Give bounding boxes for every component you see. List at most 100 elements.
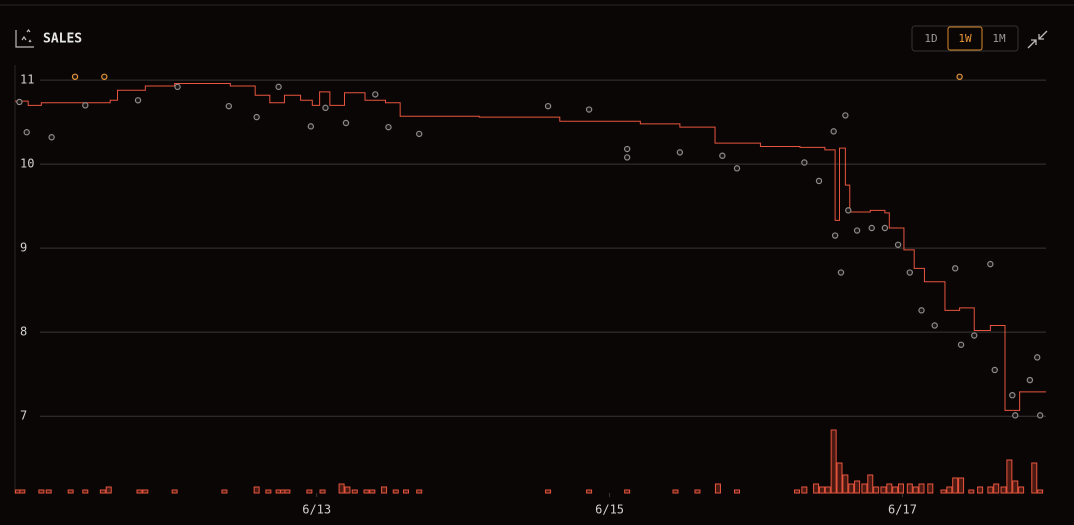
volume-bar bbox=[694, 489, 701, 494]
volume-bar bbox=[624, 489, 631, 494]
sale-point bbox=[853, 227, 861, 234]
volume-bar bbox=[403, 489, 410, 494]
volume-bar bbox=[1037, 489, 1044, 494]
volume-bar bbox=[824, 486, 831, 494]
volume-bar bbox=[45, 489, 52, 494]
sale-point bbox=[918, 307, 925, 314]
volume-bar bbox=[1031, 462, 1038, 494]
volume-bar bbox=[105, 486, 112, 494]
volume-bar bbox=[369, 489, 376, 494]
sale-point bbox=[23, 129, 30, 136]
sale-point bbox=[253, 113, 260, 121]
volume-bar bbox=[977, 486, 984, 494]
sale-point bbox=[1012, 412, 1019, 419]
sale-point bbox=[830, 128, 837, 135]
volume-bar bbox=[714, 483, 721, 494]
sale-point bbox=[906, 269, 914, 276]
volume-bar bbox=[38, 489, 45, 494]
volume-bar bbox=[801, 486, 808, 494]
sale-point bbox=[71, 73, 79, 80]
range-button-label: 1W bbox=[958, 32, 972, 45]
sale-point bbox=[415, 130, 423, 138]
range-button[interactable]: 1M bbox=[992, 32, 1006, 45]
volume-bar bbox=[952, 477, 959, 494]
sale-point bbox=[275, 83, 282, 91]
y-tick-label: 9 bbox=[20, 241, 27, 255]
volume-bar bbox=[142, 489, 149, 494]
sale-point bbox=[845, 207, 852, 214]
sale-point bbox=[1009, 391, 1016, 399]
volume-bar bbox=[586, 489, 593, 494]
sale-point bbox=[385, 123, 392, 131]
sale-point bbox=[82, 102, 89, 109]
plot: 7 8 9 10 11 6/13 6/15 6/17 bbox=[14, 73, 1046, 517]
volume-bar bbox=[416, 489, 423, 494]
volume-bar bbox=[136, 489, 143, 494]
sale-point bbox=[991, 366, 998, 374]
volume-bar bbox=[306, 489, 313, 494]
sale-point bbox=[1036, 412, 1044, 419]
y-tick-label: 11 bbox=[20, 73, 34, 87]
volume-bar bbox=[265, 489, 272, 494]
range-button-active bbox=[947, 26, 983, 51]
volume-bar bbox=[1018, 486, 1025, 494]
range-buttons: 1D 1W 1M bbox=[911, 25, 1019, 52]
volume-bar bbox=[338, 483, 345, 494]
volume-bar bbox=[813, 483, 820, 494]
sale-point bbox=[1034, 354, 1041, 361]
volume-bar bbox=[545, 489, 552, 494]
volume-bar bbox=[392, 489, 399, 494]
volume-bar bbox=[830, 429, 837, 494]
y-tick-label: 8 bbox=[20, 325, 27, 339]
sale-point bbox=[842, 112, 849, 119]
volume-bar bbox=[284, 489, 291, 494]
volume-bar bbox=[968, 489, 975, 494]
sale-point bbox=[881, 224, 889, 232]
volume-bar bbox=[1006, 459, 1013, 494]
volume-bar bbox=[67, 489, 74, 494]
range-button[interactable]: 1W bbox=[947, 26, 983, 51]
x-tick-label: 6/13 bbox=[302, 503, 331, 517]
sale-point bbox=[48, 134, 55, 141]
volume-bar bbox=[82, 489, 89, 494]
sale-point bbox=[623, 145, 631, 153]
sale-point bbox=[987, 260, 994, 268]
volume-bar bbox=[672, 489, 679, 494]
volume-bar bbox=[880, 486, 887, 494]
sale-point bbox=[623, 154, 631, 161]
volume-bar bbox=[958, 477, 965, 494]
sale-point bbox=[971, 332, 978, 339]
range-button[interactable]: 1D bbox=[924, 32, 937, 45]
volume-bar bbox=[993, 483, 1000, 494]
sale-point bbox=[372, 91, 379, 98]
sale-point bbox=[322, 104, 329, 112]
volume-bar bbox=[1012, 480, 1019, 494]
volume-bar bbox=[381, 486, 388, 494]
y-tick-label: 7 bbox=[20, 409, 27, 423]
volume-bar bbox=[861, 483, 868, 494]
volume-bar bbox=[848, 483, 855, 494]
sale-point bbox=[101, 73, 108, 80]
sale-point bbox=[225, 102, 233, 110]
sale-point bbox=[585, 106, 593, 113]
volume-bar bbox=[854, 480, 861, 494]
sale-point bbox=[174, 83, 181, 91]
volume-bar bbox=[927, 483, 934, 494]
collapse-icon[interactable] bbox=[1027, 30, 1048, 49]
volume-bar bbox=[912, 486, 919, 494]
x-tick-label: 6/17 bbox=[888, 503, 917, 517]
sale-point bbox=[544, 102, 552, 110]
sale-point bbox=[894, 241, 902, 248]
range-button-label: 1D bbox=[924, 32, 937, 45]
sale-point bbox=[837, 269, 845, 276]
volume-bar bbox=[892, 486, 899, 494]
sale-point bbox=[952, 265, 959, 272]
volume-bar bbox=[99, 489, 106, 494]
volume-bar bbox=[221, 489, 228, 494]
volume-bar bbox=[351, 489, 358, 494]
sale-point bbox=[1026, 376, 1034, 384]
volume-bar bbox=[344, 486, 351, 494]
sale-point bbox=[801, 159, 808, 166]
sale-point bbox=[342, 119, 350, 127]
